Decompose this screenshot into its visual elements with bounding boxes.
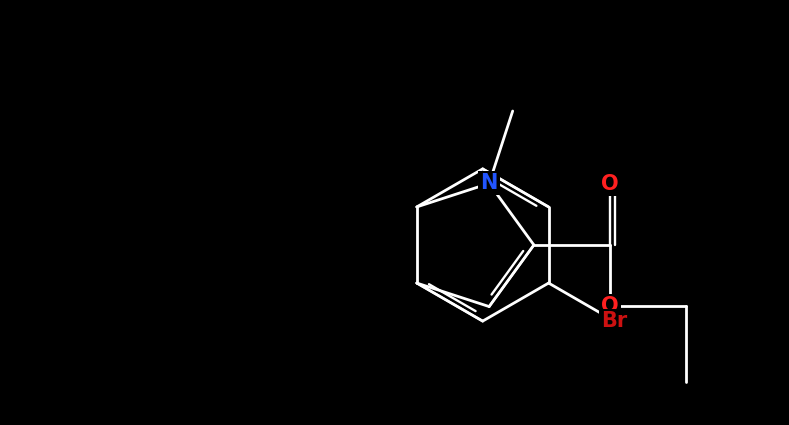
Text: Br: Br — [601, 311, 627, 331]
Text: O: O — [601, 296, 619, 316]
Text: O: O — [601, 174, 619, 194]
Text: N: N — [481, 173, 498, 193]
